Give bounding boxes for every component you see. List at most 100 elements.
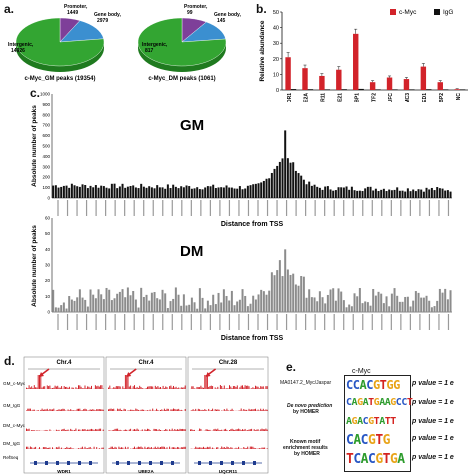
motif-letter: G [382, 433, 391, 448]
signal-bar [251, 409, 253, 411]
signal-bar [193, 448, 195, 449]
histogram-bar [238, 186, 241, 198]
signal-bar [193, 429, 195, 431]
histogram-bar [73, 185, 76, 198]
signal-bar [240, 448, 242, 449]
histogram-bar [305, 297, 308, 312]
histogram-bar [412, 189, 415, 198]
histogram-bar [249, 303, 252, 312]
x-tick-label-stripe [428, 200, 431, 216]
legend-swatch [434, 9, 440, 15]
signal-bar [45, 447, 47, 449]
signal-bar [232, 429, 234, 431]
signal-bar [121, 409, 122, 411]
motif-letter: T [384, 416, 391, 427]
histogram-bar [76, 186, 79, 198]
histogram-bar [54, 307, 57, 312]
signal-bar [70, 447, 72, 449]
signal-bar [170, 409, 172, 411]
histogram-bar [254, 299, 257, 312]
signal-bar [53, 408, 55, 411]
signal-bar [265, 428, 267, 431]
histogram-bar [150, 187, 153, 198]
x-tick-label-stripe [409, 314, 411, 330]
motif-letter: C [395, 397, 402, 408]
histogram-bar [206, 300, 209, 312]
signal-bar [260, 448, 262, 449]
signal-bar [84, 446, 86, 449]
histogram-bar [374, 188, 377, 198]
histogram-bar [214, 188, 217, 198]
histogram-bar [358, 288, 361, 312]
x-tick-label-stripe [247, 200, 250, 216]
motif-letter: T [379, 378, 387, 392]
histogram-bar [124, 187, 127, 198]
signal-bar [71, 448, 73, 449]
signal-bar [68, 386, 70, 389]
x-tick-label-stripe [362, 200, 364, 216]
signal-bar [174, 387, 176, 389]
signal-bar [178, 408, 180, 411]
signal-bar [203, 387, 204, 389]
signal-bar [236, 448, 238, 449]
track-label: GM_IgG [3, 403, 21, 408]
histogram-bar [121, 289, 124, 312]
signal-bar [92, 409, 94, 411]
histogram-bar [182, 187, 185, 198]
signal-bar [49, 408, 51, 411]
signal-bar [137, 409, 139, 411]
signal-bar [257, 386, 259, 389]
signal-bar [150, 447, 152, 449]
histogram-bar [406, 188, 409, 198]
histogram-bar [425, 295, 428, 312]
signal-bar [247, 446, 249, 449]
signal-bar [89, 446, 91, 449]
histogram-bar [350, 186, 353, 198]
signal-bar [93, 409, 95, 411]
signal-bar [84, 385, 86, 389]
signal-bar [108, 387, 109, 389]
p-value: p value = 1 e [412, 380, 454, 387]
signal-bar [48, 410, 50, 411]
x-tick-label-stripe [381, 314, 383, 330]
signal-bar [85, 409, 87, 411]
x-tick-label-stripe [362, 314, 364, 330]
signal-bar [175, 429, 177, 431]
signal-bar [196, 447, 198, 449]
signal-bar [244, 409, 246, 411]
signal-bar [219, 430, 221, 431]
x-tick-label-stripe [162, 200, 164, 216]
x-axis-label: Distance from TSS [221, 221, 284, 228]
signal-bar [46, 430, 48, 431]
histogram-bar [270, 172, 273, 198]
signal-bar [163, 430, 165, 431]
signal-bar [266, 429, 268, 431]
signal-bar [29, 408, 31, 411]
signal-bar [109, 430, 111, 431]
histogram-bar [148, 300, 151, 312]
pie-label-value: 99 [187, 10, 193, 16]
signal-bar [180, 387, 182, 389]
signal-bar [91, 385, 92, 389]
signal-bar [154, 385, 156, 389]
histogram-bar [265, 178, 268, 198]
y-tick-label: 30 [45, 263, 51, 268]
signal-bar [197, 447, 199, 449]
motif-letter: A [379, 416, 385, 427]
signal-bar [165, 409, 167, 411]
histogram-bar [404, 296, 407, 312]
signal-bar [111, 446, 113, 449]
histogram-bar [238, 299, 241, 312]
signal-bar [36, 387, 38, 389]
histogram-bar [214, 304, 217, 312]
motif-letter: C [346, 397, 352, 408]
histogram-bar [372, 288, 375, 312]
signal-bar [42, 447, 44, 449]
histogram-bar [233, 305, 236, 312]
signal-bar [136, 447, 138, 449]
histogram-bar [86, 306, 89, 312]
signal-bar [156, 429, 158, 431]
signal-bar [226, 408, 228, 411]
histogram-bar [140, 287, 143, 312]
histogram-bar [89, 289, 92, 312]
